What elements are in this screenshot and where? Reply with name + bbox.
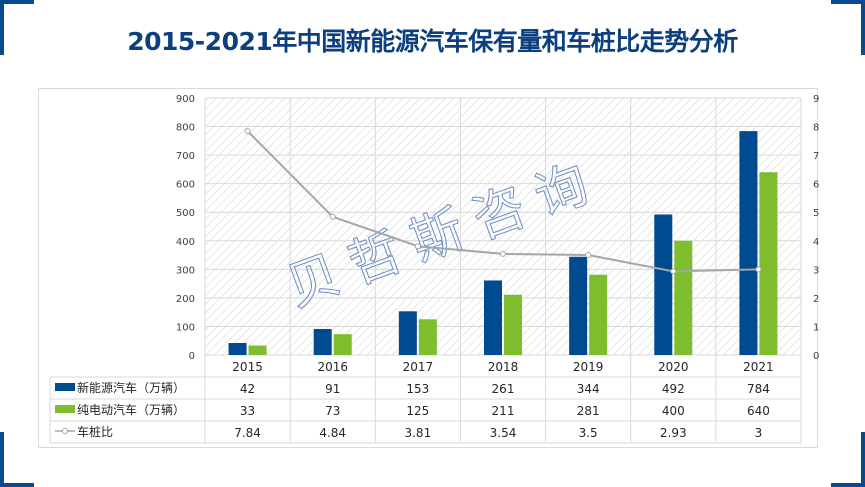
y2-tick-label: 9 (813, 94, 819, 105)
chart-frame (38, 88, 818, 448)
bar-pure-electric (674, 240, 693, 355)
y-tick-label: 200 (176, 294, 195, 305)
ratio-point (585, 252, 592, 259)
y-tick-label: 400 (176, 237, 195, 248)
legend-key (62, 428, 68, 434)
chart-title: 2015-2021年中国新能源汽车保有量和车桩比走势分析 (127, 27, 738, 56)
y-tick-label: 600 (176, 180, 195, 191)
bar-pure-electric (504, 294, 522, 355)
ratio-point (500, 250, 506, 257)
data-label: 153 (406, 382, 429, 396)
y2-tick-label: 8 (813, 123, 819, 134)
data-label: 3.54 (490, 426, 517, 440)
bar-new-energy (398, 311, 417, 355)
data-label: 261 (492, 382, 515, 396)
data-label: 91 (325, 382, 340, 396)
data-label: 492 (662, 382, 685, 396)
bar-new-energy (569, 256, 588, 355)
y2-tick-label: 0 (813, 351, 819, 362)
x-tick-label: 2019 (573, 360, 604, 374)
data-label: 7.84 (234, 426, 261, 440)
y-tick-label: 900 (176, 94, 195, 105)
y-tick-label: 700 (176, 151, 195, 162)
corner-accent (0, 483, 34, 487)
data-label: 3 (755, 426, 763, 440)
x-tick-label: 2021 (743, 360, 774, 374)
y2-tick-label: 1 (813, 322, 819, 333)
bar-new-energy (484, 280, 502, 355)
x-tick-label: 2017 (403, 360, 434, 374)
legend-label: 新能源汽车（万辆） (77, 380, 185, 395)
corner-accent (831, 483, 865, 487)
data-label: 125 (406, 404, 429, 418)
data-label: 42 (240, 382, 255, 396)
data-label: 4.84 (319, 426, 346, 440)
corner-accent (831, 0, 865, 4)
y-tick-label: 300 (176, 265, 195, 276)
x-tick-label: 2018 (488, 360, 519, 374)
data-label: 784 (747, 382, 770, 396)
corner-accent (0, 0, 4, 55)
ratio-point (329, 213, 336, 220)
bar-new-energy (654, 214, 673, 355)
bar-pure-electric (759, 172, 778, 355)
x-tick-label: 2015 (232, 360, 263, 374)
bar-new-energy (739, 131, 758, 355)
data-label: 640 (747, 404, 770, 418)
data-label: 3.81 (404, 426, 431, 440)
bar-pure-electric (248, 345, 267, 355)
bar-pure-electric (589, 274, 608, 355)
data-label: 400 (662, 404, 685, 418)
bar-new-energy (313, 329, 332, 355)
data-label: 73 (325, 404, 340, 418)
ratio-point (244, 128, 251, 135)
data-label: 3.5 (579, 426, 598, 440)
y2-tick-label: 2 (813, 294, 819, 305)
data-label: 211 (492, 404, 515, 418)
legend-key (55, 383, 75, 391)
y-tick-label: 500 (176, 208, 195, 219)
x-tick-label: 2020 (658, 360, 689, 374)
corner-accent (861, 432, 865, 487)
corner-accent (0, 432, 4, 487)
bar-pure-electric (333, 334, 352, 355)
legend-label: 纯电动汽车（万辆） (77, 402, 185, 417)
ratio-point (670, 268, 677, 275)
legend-key (55, 405, 75, 413)
bar-pure-electric (418, 319, 437, 355)
y-tick-label: 800 (176, 123, 195, 134)
bar-new-energy (228, 343, 247, 355)
ratio-point (414, 243, 421, 250)
y-tick-label: 0 (189, 351, 195, 362)
y2-tick-label: 3 (813, 265, 819, 276)
data-label: 344 (577, 382, 600, 396)
corner-accent (861, 0, 865, 55)
corner-accent (0, 0, 34, 4)
y-tick-label: 100 (176, 322, 195, 333)
y2-tick-label: 5 (813, 208, 819, 219)
ratio-point (755, 266, 762, 273)
y2-tick-label: 4 (813, 237, 819, 248)
y2-tick-label: 7 (813, 151, 819, 162)
y2-tick-label: 6 (813, 180, 819, 191)
x-tick-label: 2016 (317, 360, 348, 374)
legend-label: 车桩比 (77, 424, 113, 439)
data-label: 33 (240, 404, 255, 418)
data-label: 2.93 (660, 426, 687, 440)
data-label: 281 (577, 404, 600, 418)
plot-area (205, 98, 801, 355)
